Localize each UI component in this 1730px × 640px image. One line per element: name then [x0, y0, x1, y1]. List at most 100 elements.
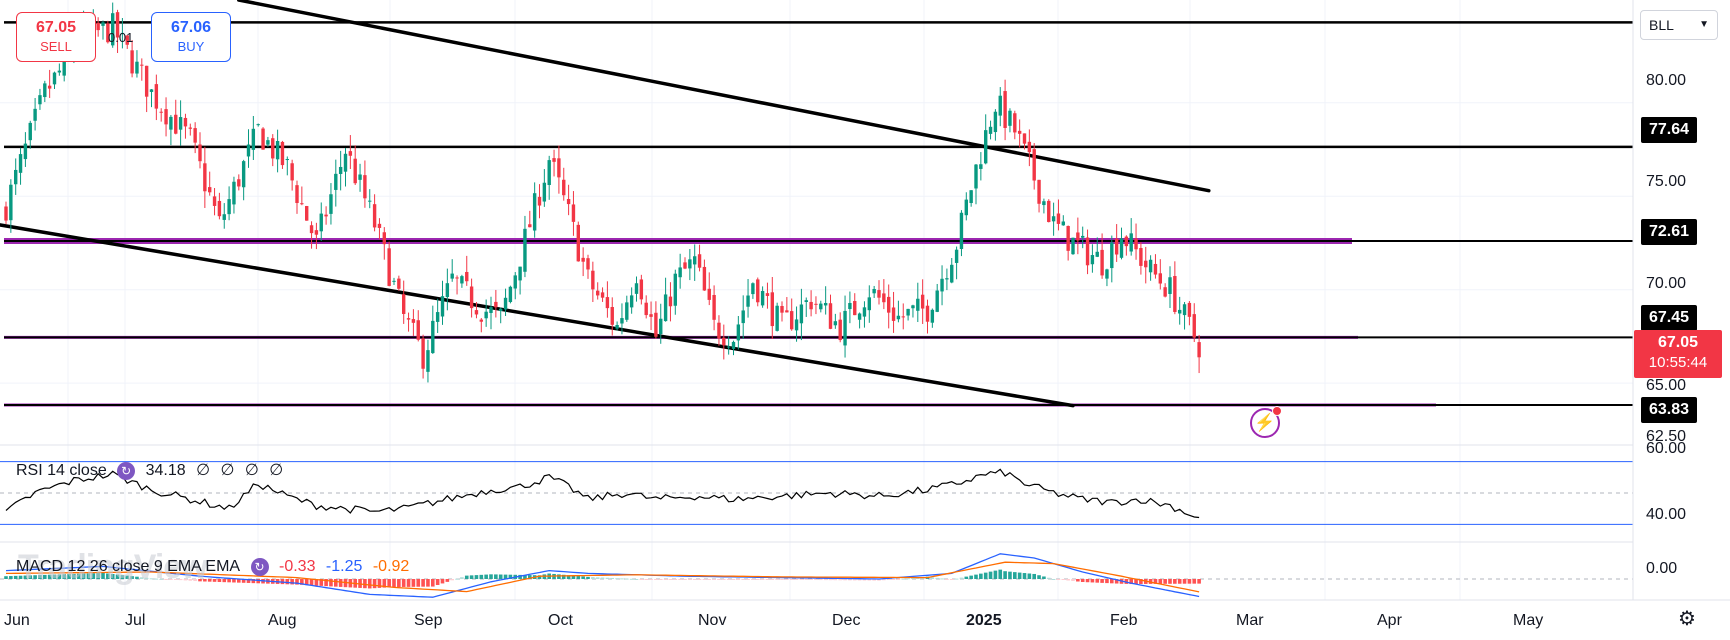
- macd-histogram-bar: [309, 579, 314, 586]
- macd-histogram-bar: [789, 579, 794, 580]
- macd-histogram-bar: [1187, 579, 1192, 584]
- cycle-icon[interactable]: ↻: [250, 558, 269, 576]
- macd-histogram-bar: [256, 579, 260, 584]
- macd-histogram-bar: [86, 573, 91, 579]
- horizontal-levels[interactable]: [4, 21, 1633, 407]
- macd-histogram-bar: [1158, 579, 1163, 584]
- candle-body: [882, 293, 886, 303]
- rsi-extra: ∅: [196, 462, 211, 479]
- candle-body: [343, 153, 348, 172]
- macd-histogram-bar: [1008, 571, 1012, 579]
- macd-histogram-bar: [169, 579, 173, 580]
- candle-body: [23, 143, 28, 160]
- candle-body: [988, 126, 993, 134]
- level-tag[interactable]: 63.83: [1641, 397, 1698, 423]
- macd-histogram-bar: [765, 579, 770, 580]
- cycle-icon[interactable]: ↻: [117, 461, 136, 480]
- macd-histogram-bar: [1197, 579, 1201, 584]
- macd-histogram-bar: [455, 578, 459, 580]
- macd-histogram-bar: [222, 579, 227, 583]
- rsi-extra: ∅: [244, 462, 259, 479]
- macd-histogram-bar: [993, 570, 998, 579]
- candle-body: [518, 266, 522, 281]
- candle-body: [1148, 259, 1153, 273]
- gear-icon[interactable]: ⚙: [1678, 608, 1696, 630]
- macd-histogram-bar: [600, 577, 605, 579]
- candle-body: [576, 224, 580, 262]
- macd-histogram-bar: [183, 579, 188, 581]
- macd-histogram-bar: [901, 578, 906, 580]
- macd-histogram-bar: [523, 574, 527, 579]
- candle-body: [52, 72, 57, 85]
- macd-histogram-bar: [382, 579, 387, 588]
- candle-body: [925, 305, 930, 322]
- trendlines[interactable]: [0, 0, 1211, 408]
- candle-body: [445, 283, 450, 298]
- symbol-select[interactable]: BLL ▼: [1640, 10, 1718, 40]
- candle-body: [984, 130, 988, 164]
- macd-histogram-bar: [450, 579, 454, 581]
- macd-histogram-bar: [702, 579, 707, 580]
- candle-body: [920, 294, 925, 309]
- macd-histogram-bar: [1017, 572, 1022, 579]
- candle-body: [188, 127, 192, 129]
- candle-body: [537, 196, 542, 206]
- macd-histogram-bar: [974, 574, 978, 579]
- macd-histogram-bar: [906, 578, 910, 580]
- level-tag[interactable]: 67.45: [1641, 305, 1698, 331]
- level-tag[interactable]: 72.61: [1641, 219, 1698, 245]
- macd-histogram-bar: [23, 575, 28, 579]
- macd-histogram-bar: [178, 579, 183, 581]
- macd-histogram-bar: [755, 579, 760, 580]
- candle-body: [867, 297, 871, 311]
- candle-body: [1008, 110, 1012, 126]
- macd-histogram-bar: [1061, 579, 1066, 580]
- lightning-alert-icon[interactable]: ⚡: [1250, 406, 1282, 438]
- rsi-legend[interactable]: RSI 14 close ↻ 34.18 ∅ ∅ ∅ ∅: [16, 460, 289, 480]
- macd-histogram-bar: [115, 574, 120, 579]
- macd-histogram-bar: [474, 575, 479, 579]
- candle-body: [950, 264, 954, 283]
- time-axis-label: Aug: [268, 612, 297, 629]
- candle-body: [780, 306, 784, 313]
- macd-histogram-bar: [979, 573, 983, 579]
- candle-body: [1129, 233, 1133, 252]
- macd-histogram-bar: [726, 579, 731, 580]
- candle-body: [1095, 251, 1099, 257]
- candle-body: [348, 151, 353, 156]
- macd-histogram-bar: [125, 575, 130, 579]
- candle-body: [974, 164, 978, 189]
- macd-legend[interactable]: MACD 12 26 close 9 EMA EMA ↻ -0.33 -1.25…: [16, 558, 415, 576]
- candle-body: [1144, 260, 1148, 268]
- macd-histogram-bar: [537, 575, 542, 579]
- candle-body: [964, 199, 968, 216]
- macd-histogram-bar: [120, 575, 125, 579]
- candle-body: [222, 214, 226, 220]
- macd-histogram-bar: [67, 574, 71, 579]
- sell-button[interactable]: 67.05 SELL: [16, 12, 96, 62]
- candle-body: [799, 304, 804, 324]
- macd-histogram-bar: [896, 579, 901, 580]
- macd-histogram-bar: [1139, 579, 1143, 584]
- macd-histogram-bar: [1056, 579, 1061, 580]
- time-axis-label: May: [1513, 612, 1544, 629]
- buy-label: BUY: [177, 39, 205, 54]
- buy-button[interactable]: 67.06 BUY: [151, 12, 231, 62]
- candle-body: [1110, 242, 1114, 269]
- level-tag[interactable]: 77.64: [1641, 117, 1698, 143]
- macd-histogram-bar: [620, 578, 624, 580]
- macd-histogram-bar: [52, 574, 57, 579]
- candle-body: [644, 302, 648, 316]
- candle-body: [1081, 235, 1085, 238]
- candle-body: [1139, 248, 1143, 266]
- macd-histogram-bar: [775, 579, 779, 580]
- candle-body: [387, 248, 391, 286]
- macd-line-value: -1.25: [325, 558, 363, 576]
- macd-title: MACD 12 26 close 9 EMA EMA: [16, 558, 241, 576]
- candle-body: [212, 196, 217, 206]
- rsi-axis-label: 60.00: [1646, 440, 1687, 457]
- candle-body: [241, 161, 246, 188]
- macd-histogram-bar: [886, 579, 891, 580]
- macd-histogram-bar: [780, 579, 784, 580]
